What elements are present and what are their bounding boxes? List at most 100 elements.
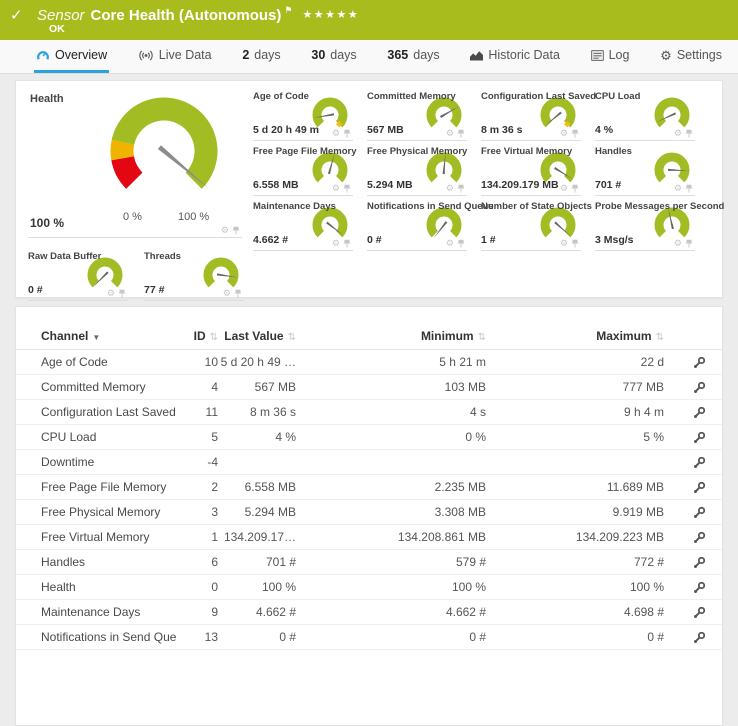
gauge-title: Free Page File Memory <box>253 146 357 157</box>
wrench-icon[interactable] <box>693 606 706 619</box>
pin-icon[interactable] <box>232 226 240 235</box>
tab-365-days[interactable]: 365 days <box>385 40 441 73</box>
gear-icon[interactable]: ⚙ <box>445 183 454 193</box>
channel-id: 5 <box>176 424 218 450</box>
wrench-icon[interactable] <box>693 506 706 519</box>
pin-icon[interactable] <box>234 289 242 298</box>
gear-icon[interactable]: ⚙ <box>222 288 231 298</box>
gear-icon[interactable]: ⚙ <box>331 238 340 248</box>
channel-actions <box>664 349 722 375</box>
log-icon <box>590 49 604 61</box>
table-row: Handles 6 701 # 579 # 772 # <box>16 549 722 575</box>
tab-bar: Overview Live Data 2 days 30 days 365 da… <box>0 40 738 74</box>
small-gauges-grid: Age of Code 5 d 20 h 49 m ⚙ Committed Me… <box>253 89 724 251</box>
gauge-title: Notifications in Send Queue <box>367 201 494 212</box>
gear-icon[interactable]: ⚙ <box>106 288 115 298</box>
flag-icon[interactable]: ⚑ <box>284 5 293 15</box>
gauge-value: 77 # <box>144 284 165 296</box>
wrench-icon[interactable] <box>693 406 706 419</box>
channel-id: 1 <box>176 524 218 550</box>
tab-label: days <box>413 48 440 62</box>
pin-icon[interactable] <box>343 129 351 138</box>
wrench-icon[interactable] <box>693 431 706 444</box>
gauge-title: Handles <box>595 146 632 157</box>
gauge-tile-free-virtual-memory: Free Virtual Memory 134.209.179 MB ⚙ <box>481 144 581 196</box>
tab-live-data[interactable]: Live Data <box>136 40 214 73</box>
pin-icon[interactable] <box>685 129 693 138</box>
wrench-icon[interactable] <box>693 531 706 544</box>
gauge-value: 100 % <box>30 216 65 230</box>
wrench-icon[interactable] <box>693 356 706 369</box>
channel-name: Notifications in Send Queue <box>16 624 176 650</box>
channel-last-value: 0 # <box>218 624 296 650</box>
gauge-dial <box>654 207 690 238</box>
gear-icon[interactable]: ⚙ <box>445 128 454 138</box>
gear-icon[interactable]: ⚙ <box>220 225 229 235</box>
table-row: Downtime -4 <box>16 449 722 475</box>
gauge-tile-free-page-file-memory: Free Page File Memory 6.558 MB ⚙ <box>253 144 357 196</box>
channel-name: Free Page File Memory <box>16 474 176 500</box>
gauge-dial <box>87 257 123 288</box>
channel-actions <box>664 374 722 400</box>
gear-icon[interactable]: ⚙ <box>559 238 568 248</box>
pin-icon[interactable] <box>571 184 579 193</box>
gauge-dial <box>203 257 239 288</box>
priority-stars[interactable]: ★★★★★ <box>302 9 360 21</box>
gear-icon[interactable]: ⚙ <box>673 128 682 138</box>
gear-icon[interactable]: ⚙ <box>445 238 454 248</box>
wrench-icon[interactable] <box>693 381 706 394</box>
column-header-id[interactable]: ID ⇅ <box>176 323 218 350</box>
wrench-icon[interactable] <box>693 581 706 594</box>
column-header-channel[interactable]: Channel ▼ <box>16 323 176 350</box>
tab-2-days[interactable]: 2 days <box>240 40 282 73</box>
tab-30-days[interactable]: 30 days <box>309 40 358 73</box>
channel-id: 2 <box>176 474 218 500</box>
pin-icon[interactable] <box>457 129 465 138</box>
pin-icon[interactable] <box>571 239 579 248</box>
gauge-value: 701 # <box>595 179 622 191</box>
tab-settings[interactable]: ⚙ Settings <box>658 40 724 73</box>
pin-icon[interactable] <box>118 289 126 298</box>
gauge-title: Raw Data Buffer <box>28 251 102 262</box>
wrench-icon[interactable] <box>693 481 706 494</box>
pin-icon[interactable] <box>343 184 351 193</box>
channel-minimum: 4.662 # <box>296 599 486 625</box>
wrench-icon[interactable] <box>693 631 706 644</box>
channel-maximum: 9.919 MB <box>486 499 664 525</box>
gauge-dial <box>540 97 576 128</box>
wrench-icon[interactable] <box>693 556 706 569</box>
pin-icon[interactable] <box>457 239 465 248</box>
tab-log[interactable]: Log <box>589 40 632 73</box>
pin-icon[interactable] <box>685 184 693 193</box>
gear-icon[interactable]: ⚙ <box>673 183 682 193</box>
tab-label: days <box>254 48 281 62</box>
channel-actions <box>664 499 722 525</box>
column-header-maximum[interactable]: Maximum ⇅ <box>486 323 664 350</box>
channel-actions <box>664 599 722 625</box>
channel-actions <box>664 624 722 650</box>
gauge-value: 0 # <box>28 284 43 296</box>
pin-icon[interactable] <box>457 184 465 193</box>
pin-icon[interactable] <box>685 239 693 248</box>
status-check-icon: ✓ <box>10 7 23 24</box>
pin-icon[interactable] <box>571 129 579 138</box>
gear-icon[interactable]: ⚙ <box>331 128 340 138</box>
gauge-tile-handles: Handles 701 # ⚙ <box>595 144 695 196</box>
tab-number: 2 <box>242 48 250 62</box>
gear-icon[interactable]: ⚙ <box>559 183 568 193</box>
pin-icon[interactable] <box>343 239 351 248</box>
channel-minimum <box>296 449 486 475</box>
channel-maximum: 134.209.223 MB <box>486 524 664 550</box>
gear-icon[interactable]: ⚙ <box>331 183 340 193</box>
gear-icon[interactable]: ⚙ <box>559 128 568 138</box>
tab-overview[interactable]: Overview <box>34 40 110 73</box>
column-header-last-value[interactable]: Last Value ⇅ <box>218 323 296 350</box>
tab-historic-data[interactable]: Historic Data <box>468 40 562 73</box>
channel-name: Free Physical Memory <box>16 499 176 525</box>
channel-maximum: 777 MB <box>486 374 664 400</box>
gear-icon[interactable]: ⚙ <box>673 238 682 248</box>
tab-label: Live Data <box>158 48 212 62</box>
wrench-icon[interactable] <box>693 456 706 469</box>
column-header-minimum[interactable]: Minimum ⇅ <box>296 323 486 350</box>
channel-actions <box>664 549 722 575</box>
